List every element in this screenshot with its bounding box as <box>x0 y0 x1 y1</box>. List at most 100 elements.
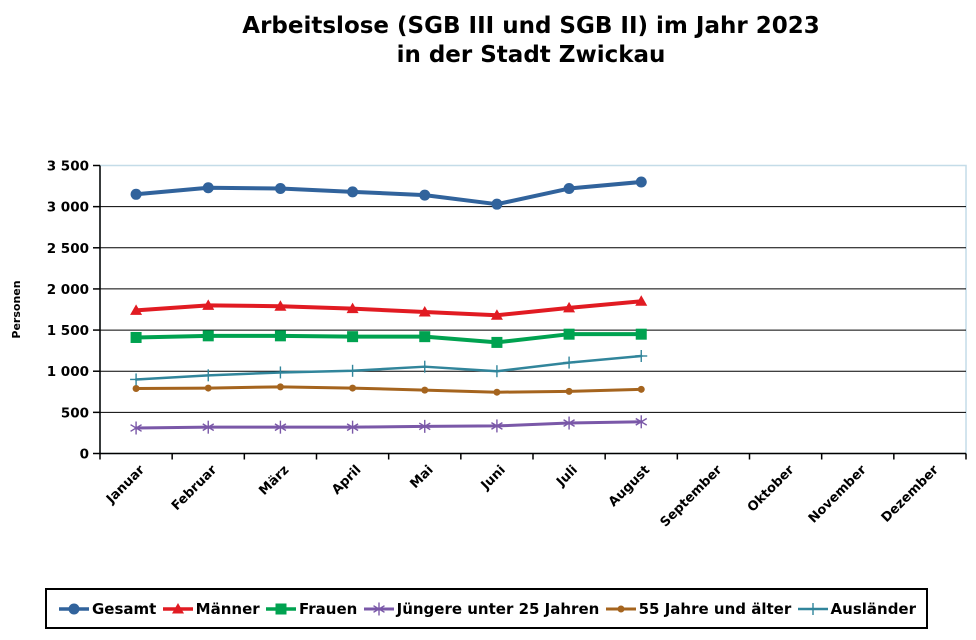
data-point-marker <box>202 182 214 194</box>
data-point-marker <box>806 602 819 615</box>
series-line <box>134 354 643 381</box>
legend-item-j-ngere-unter-25-jahren: Jüngere unter 25 Jahren <box>362 599 600 618</box>
data-point-marker <box>347 186 359 198</box>
x-tick-label: Juni <box>478 463 509 494</box>
data-point-marker <box>421 386 429 394</box>
x-tick-label: Mai <box>407 463 436 492</box>
data-point-marker <box>202 369 215 382</box>
data-point-marker <box>563 183 575 195</box>
x-tick-label: Juli <box>553 463 581 491</box>
data-point-marker <box>346 364 359 377</box>
y-tick-label: 2 500 <box>47 241 89 257</box>
data-point-marker <box>274 366 287 379</box>
x-tick-label: August <box>606 463 653 510</box>
chart-title-line2: in der Stadt Zwickau <box>396 42 666 69</box>
data-point-marker <box>130 331 142 343</box>
line-chart: 0 500 1 000 1 500 2 000 2 500 3 000 3 500 Januar… <box>10 159 967 530</box>
data-point-marker <box>171 602 184 613</box>
series-frauen <box>130 328 647 348</box>
series-j-ngere-unter-25-jahren <box>130 415 648 435</box>
series-line <box>134 385 643 394</box>
data-point-marker <box>68 603 80 614</box>
legend-item-ausl-nder: Ausländer <box>796 600 916 618</box>
data-point-marker <box>418 360 431 373</box>
y-axis-title: Personen <box>10 280 23 338</box>
data-point-marker <box>274 330 286 342</box>
data-point-marker <box>130 373 143 386</box>
x-tick-label: November <box>806 462 870 526</box>
series-m-nner <box>130 295 648 320</box>
data-point-marker <box>346 302 359 314</box>
data-point-marker <box>204 384 212 392</box>
x-tick-label: Februar <box>169 462 221 514</box>
data-point-marker <box>202 420 215 434</box>
legend-label: 55 Jahre und älter <box>638 599 792 618</box>
data-point-marker <box>372 602 385 615</box>
data-point-marker <box>418 305 431 317</box>
triangle-marker-icon <box>162 602 193 613</box>
data-point-marker <box>565 387 573 395</box>
data-point-marker <box>418 419 431 433</box>
legend-item-55-jahre-und-lter: 55 Jahre und älter <box>604 599 792 618</box>
legend-label: Ausländer <box>830 599 916 618</box>
series-gesamt <box>130 176 647 210</box>
data-point-marker <box>490 365 503 378</box>
x-tick-label: Dezember <box>879 462 942 525</box>
data-point-marker <box>490 309 503 320</box>
plot-area <box>99 164 967 455</box>
series-line <box>134 299 644 318</box>
data-point-marker <box>274 300 287 311</box>
x-tick-label: April <box>329 463 364 498</box>
x-axis-labels: Januar Februar März April Mai Juni Juli August S… <box>103 462 942 530</box>
data-point-marker <box>563 328 575 340</box>
x-tick-label: Januar <box>103 462 148 507</box>
data-point-marker <box>130 188 142 200</box>
data-point-marker <box>202 330 214 342</box>
x-tick-label: Oktober <box>745 462 798 515</box>
y-tick-label: 1 500 <box>47 323 89 339</box>
data-point-marker <box>132 384 140 392</box>
data-point-marker <box>635 328 647 340</box>
data-point-marker <box>274 183 286 195</box>
legend-item-m-nner: Männer <box>161 600 260 618</box>
chart-title: Arbeitslose (SGB III und SGB II) im Jahr… <box>96 12 966 71</box>
data-point-marker <box>635 295 648 306</box>
y-tick-label: 3 500 <box>47 159 89 175</box>
data-point-marker <box>637 385 645 393</box>
data-point-marker <box>563 301 576 313</box>
data-point-marker <box>130 421 142 435</box>
legend-label: Jüngere unter 25 Jahren <box>396 599 600 618</box>
asterisk-marker-icon <box>363 602 394 615</box>
data-point-marker <box>346 420 359 434</box>
legend-label: Männer <box>195 599 260 618</box>
data-point-marker <box>274 420 287 434</box>
data-point-marker <box>275 603 287 614</box>
legend-item-gesamt: Gesamt <box>57 600 156 618</box>
y-tick-label: 0 <box>80 447 89 463</box>
y-tick-label: 2 000 <box>47 282 89 298</box>
data-point-marker <box>491 336 503 348</box>
data-point-marker <box>491 198 503 210</box>
data-point-marker <box>635 349 648 362</box>
legend-label: Gesamt <box>92 599 157 618</box>
legend-label: Frauen <box>298 599 358 618</box>
series-line <box>134 420 643 430</box>
series-ausl-nder <box>130 349 648 386</box>
data-point-marker <box>563 416 575 430</box>
data-point-marker <box>491 419 503 433</box>
dot-marker-icon <box>605 605 636 612</box>
y-axis-labels: 0 500 1 000 1 500 2 000 2 500 3 000 3 500 <box>47 159 89 463</box>
gridlines <box>100 206 966 413</box>
y-tick-label: 3 000 <box>47 200 89 216</box>
data-point-marker <box>493 388 501 396</box>
x-tick-label: September <box>658 462 726 530</box>
data-point-marker <box>635 176 647 188</box>
data-point-marker <box>202 299 215 310</box>
circle-marker-icon <box>59 603 89 614</box>
plus-marker-icon <box>797 602 828 615</box>
chart-title-line1: Arbeitslose (SGB III und SGB II) im Jahr… <box>242 13 820 39</box>
data-point-marker <box>563 356 576 369</box>
data-point-marker <box>349 384 357 392</box>
x-tick-label: März <box>256 463 292 499</box>
data-point-marker <box>419 331 431 343</box>
